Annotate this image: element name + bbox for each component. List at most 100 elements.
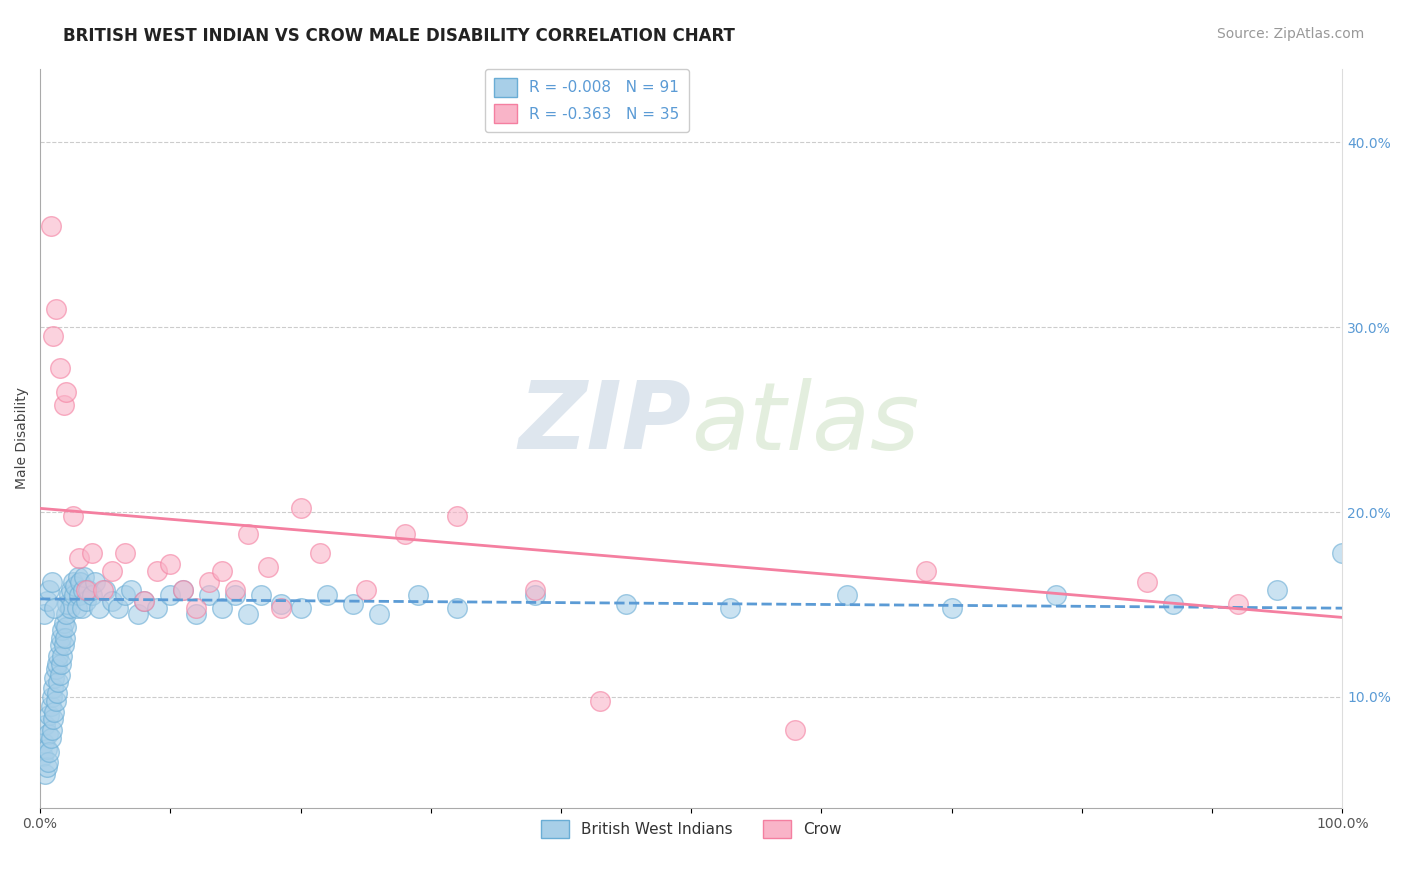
Point	[146, 564, 169, 578]
Point	[87, 601, 110, 615]
Point	[394, 527, 416, 541]
Point	[406, 588, 429, 602]
Point	[75, 594, 97, 608]
Point	[41, 690, 63, 704]
Point	[52, 398, 75, 412]
Point	[446, 601, 468, 615]
Point	[159, 588, 181, 602]
Point	[35, 594, 58, 608]
Point	[38, 745, 60, 759]
Point	[46, 675, 69, 690]
Point	[41, 723, 63, 738]
Point	[32, 607, 55, 621]
Point	[34, 717, 56, 731]
Point	[67, 551, 90, 566]
Point	[45, 693, 67, 707]
Point	[100, 564, 122, 578]
Point	[315, 588, 337, 602]
Point	[94, 582, 117, 597]
Point	[51, 624, 73, 638]
Point	[48, 667, 70, 681]
Point	[46, 649, 69, 664]
Point	[32, 736, 55, 750]
Point	[107, 601, 129, 615]
Point	[56, 598, 79, 612]
Point	[72, 582, 94, 597]
Point	[35, 741, 58, 756]
Legend: British West Indians, Crow: British West Indians, Crow	[536, 814, 848, 845]
Point	[62, 508, 84, 523]
Point	[837, 588, 859, 602]
Point	[55, 620, 77, 634]
Point	[354, 582, 377, 597]
Point	[70, 601, 93, 615]
Point	[914, 564, 936, 578]
Point	[69, 575, 91, 590]
Point	[77, 582, 100, 597]
Point	[257, 560, 280, 574]
Point	[1045, 588, 1067, 602]
Point	[37, 727, 59, 741]
Point	[198, 575, 221, 590]
Point	[270, 598, 292, 612]
Point	[37, 755, 59, 769]
Point	[44, 601, 66, 615]
Text: BRITISH WEST INDIAN VS CROW MALE DISABILITY CORRELATION CHART: BRITISH WEST INDIAN VS CROW MALE DISABIL…	[63, 27, 735, 45]
Point	[39, 731, 62, 745]
Point	[146, 601, 169, 615]
Point	[224, 588, 246, 602]
Point	[1136, 575, 1159, 590]
Point	[134, 594, 156, 608]
Point	[1265, 582, 1288, 597]
Point	[49, 631, 72, 645]
Point	[63, 588, 86, 602]
Point	[198, 588, 221, 602]
Point	[82, 546, 104, 560]
Point	[42, 329, 65, 343]
Point	[83, 575, 105, 590]
Point	[65, 579, 87, 593]
Point	[238, 527, 260, 541]
Point	[55, 607, 77, 621]
Point	[290, 601, 312, 615]
Point	[39, 219, 62, 233]
Point	[523, 582, 546, 597]
Point	[35, 760, 58, 774]
Point	[46, 686, 69, 700]
Point	[127, 607, 149, 621]
Point	[44, 705, 66, 719]
Point	[59, 601, 82, 615]
Point	[211, 601, 233, 615]
Point	[44, 672, 66, 686]
Point	[42, 712, 65, 726]
Point	[342, 598, 364, 612]
Point	[1227, 598, 1250, 612]
Point	[367, 607, 389, 621]
Point	[42, 681, 65, 695]
Point	[172, 582, 194, 597]
Point	[48, 638, 70, 652]
Point	[67, 588, 90, 602]
Point	[941, 601, 963, 615]
Point	[309, 546, 332, 560]
Text: Source: ZipAtlas.com: Source: ZipAtlas.com	[1216, 27, 1364, 41]
Point	[1331, 546, 1354, 560]
Point	[38, 582, 60, 597]
Point	[53, 631, 76, 645]
Point	[114, 588, 136, 602]
Point	[250, 588, 273, 602]
Point	[31, 749, 53, 764]
Point	[224, 582, 246, 597]
Point	[159, 557, 181, 571]
Point	[51, 649, 73, 664]
Point	[52, 615, 75, 630]
Point	[120, 582, 142, 597]
Point	[49, 657, 72, 671]
Point	[589, 693, 612, 707]
Point	[270, 601, 292, 615]
Point	[523, 588, 546, 602]
Point	[34, 767, 56, 781]
Point	[718, 601, 741, 615]
Point	[134, 594, 156, 608]
Y-axis label: Male Disability: Male Disability	[15, 387, 30, 489]
